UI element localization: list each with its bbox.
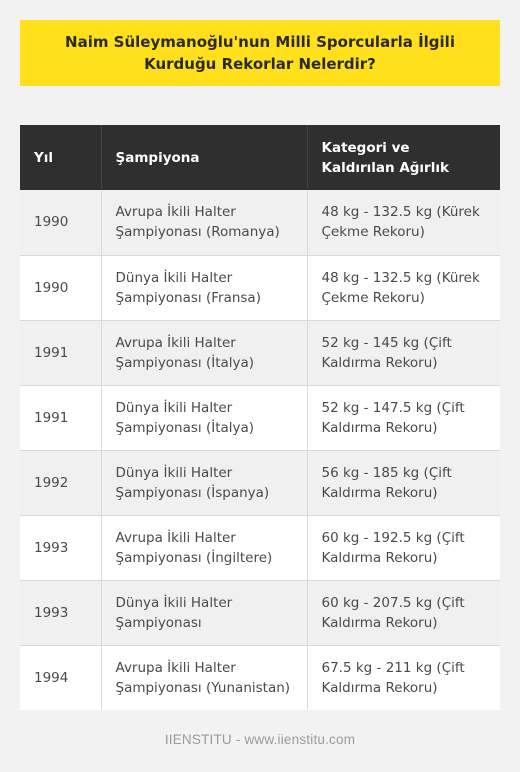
cell-year: 1992 (20, 450, 101, 516)
cell-championship: Dünya İkili Halter Şampiyonası (İspanya) (100, 450, 307, 516)
cell-championship: Avrupa İkili Halter Şampiyonası (Romanya… (100, 190, 307, 256)
title-banner: Naim Süleymanoğlu'nun Milli Sporcularla … (20, 20, 500, 86)
cell-category-weight: 48 kg - 132.5 kg (Kürek Çekme Rekoru) (306, 255, 500, 321)
cell-championship: Dünya İkili Halter Şampiyonası (100, 580, 307, 646)
cell-category-weight: 60 kg - 192.5 kg (Çift Kaldırma Rekoru) (306, 515, 500, 581)
header-category-weight: Kategori ve Kaldırılan Ağırlık (306, 125, 500, 190)
table-row: 1990 Avrupa İkili Halter Şampiyonası (Ro… (20, 190, 500, 256)
cell-category-weight: 52 kg - 145 kg (Çift Kaldırma Rekoru) (306, 320, 500, 386)
cell-championship: Dünya İkili Halter Şampiyonası (Fransa) (100, 255, 307, 321)
cell-category-weight: 60 kg - 207.5 kg (Çift Kaldırma Rekoru) (306, 580, 500, 646)
table-row: 1994 Avrupa İkili Halter Şampiyonası (Yu… (20, 645, 500, 710)
header-year: Yıl (20, 125, 101, 190)
cell-year: 1990 (20, 190, 101, 256)
table-header-row: Yıl Şampiyona Kategori ve Kaldırılan Ağı… (20, 125, 500, 190)
cell-championship: Avrupa İkili Halter Şampiyonası (İtalya) (100, 320, 307, 386)
cell-championship: Avrupa İkili Halter Şampiyonası (Yunanis… (100, 645, 307, 710)
cell-year: 1994 (20, 645, 101, 710)
cell-category-weight: 48 kg - 132.5 kg (Kürek Çekme Rekoru) (306, 190, 500, 256)
cell-category-weight: 67.5 kg - 211 kg (Çift Kaldırma Rekoru) (306, 645, 500, 710)
records-table-container: Yıl Şampiyona Kategori ve Kaldırılan Ağı… (20, 125, 500, 710)
cell-year: 1991 (20, 320, 101, 386)
table-row: 1991 Avrupa İkili Halter Şampiyonası (İt… (20, 320, 500, 386)
cell-year: 1993 (20, 580, 101, 646)
page-title: Naim Süleymanoğlu'nun Milli Sporcularla … (65, 33, 455, 73)
header-championship: Şampiyona (100, 125, 307, 190)
cell-year: 1991 (20, 385, 101, 451)
table-row: 1992 Dünya İkili Halter Şampiyonası (İsp… (20, 450, 500, 516)
records-table: Yıl Şampiyona Kategori ve Kaldırılan Ağı… (20, 125, 500, 710)
table-row: 1990 Dünya İkili Halter Şampiyonası (Fra… (20, 255, 500, 321)
table-row: 1993 Avrupa İkili Halter Şampiyonası (İn… (20, 515, 500, 581)
footer-credit: IIENSTITU - www.iienstitu.com (164, 732, 356, 747)
cell-year: 1993 (20, 515, 101, 581)
table-row: 1991 Dünya İkili Halter Şampiyonası (İta… (20, 385, 500, 451)
table-row: 1993 Dünya İkili Halter Şampiyonası 60 k… (20, 580, 500, 646)
cell-year: 1990 (20, 255, 101, 321)
cell-championship: Dünya İkili Halter Şampiyonası (İtalya) (100, 385, 307, 451)
cell-championship: Avrupa İkili Halter Şampiyonası (İngilte… (100, 515, 307, 581)
cell-category-weight: 56 kg - 185 kg (Çift Kaldırma Rekoru) (306, 450, 500, 516)
cell-category-weight: 52 kg - 147.5 kg (Çift Kaldırma Rekoru) (306, 385, 500, 451)
